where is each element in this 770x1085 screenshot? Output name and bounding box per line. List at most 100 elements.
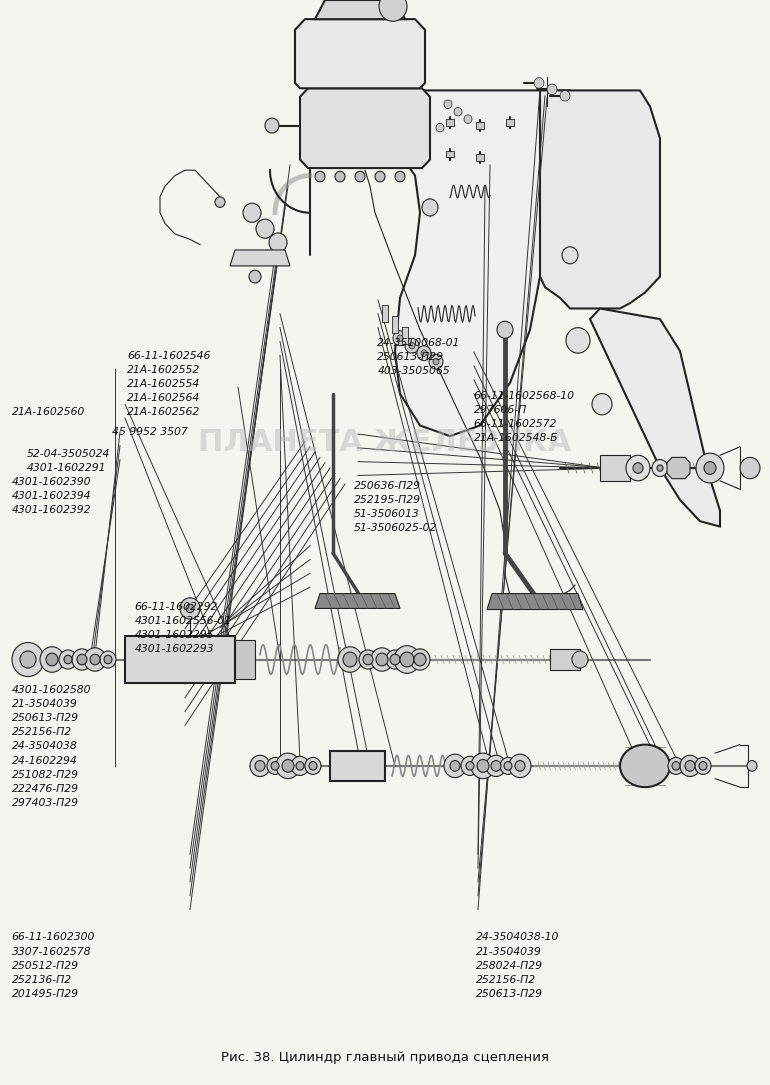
Circle shape (397, 335, 403, 342)
Polygon shape (315, 593, 400, 609)
Circle shape (672, 762, 680, 770)
Circle shape (486, 755, 506, 777)
Polygon shape (345, 90, 570, 436)
Circle shape (269, 233, 287, 252)
Circle shape (180, 598, 200, 620)
Text: 24-3510068-01: 24-3510068-01 (377, 337, 460, 348)
Text: 252195-П29: 252195-П29 (354, 495, 421, 506)
Circle shape (100, 651, 116, 668)
Circle shape (444, 754, 466, 778)
Circle shape (84, 648, 106, 672)
Circle shape (509, 754, 531, 778)
Circle shape (250, 755, 270, 777)
Text: 21А-1602552: 21А-1602552 (127, 365, 200, 375)
Text: 252156-П2: 252156-П2 (476, 974, 536, 985)
Polygon shape (230, 250, 290, 266)
Text: 403-3505065: 403-3505065 (377, 366, 450, 376)
Circle shape (343, 652, 357, 667)
Circle shape (704, 461, 716, 474)
Ellipse shape (620, 744, 670, 787)
Circle shape (375, 171, 385, 182)
Text: 4301-1602293: 4301-1602293 (135, 643, 214, 654)
Circle shape (652, 460, 668, 476)
Circle shape (104, 655, 112, 664)
Circle shape (414, 653, 426, 666)
Circle shape (243, 203, 261, 222)
Text: Рис. 38. Цилиндр главный привода сцепления: Рис. 38. Цилиндр главный привода сцеплен… (221, 1051, 549, 1064)
Circle shape (417, 346, 431, 360)
Text: 201495-П29: 201495-П29 (12, 988, 79, 999)
Circle shape (393, 331, 407, 346)
Text: 250613-П29: 250613-П29 (476, 988, 543, 999)
Text: 21А-1602548-Б: 21А-1602548-Б (474, 433, 558, 444)
Circle shape (371, 648, 393, 672)
Text: 21А-1602562: 21А-1602562 (127, 407, 200, 418)
Circle shape (59, 650, 77, 669)
Circle shape (500, 757, 516, 775)
Circle shape (429, 354, 443, 369)
Circle shape (668, 757, 684, 775)
Text: 3307-1602578: 3307-1602578 (12, 946, 91, 957)
Text: 4301-1602295: 4301-1602295 (135, 629, 214, 640)
Circle shape (394, 646, 420, 674)
Circle shape (40, 647, 64, 673)
Circle shape (410, 649, 430, 671)
Polygon shape (315, 0, 405, 20)
Circle shape (626, 456, 650, 481)
Circle shape (72, 649, 92, 671)
Bar (476, 154, 484, 161)
Text: 4301-1602291: 4301-1602291 (27, 462, 106, 473)
Text: 66-11-1602572: 66-11-1602572 (474, 419, 557, 430)
Circle shape (64, 655, 72, 664)
Text: ПЛАНЕТА ЖЕЛЕЗЯКА: ПЛАНЕТА ЖЕЛЕЗЯКА (199, 429, 571, 457)
Circle shape (359, 650, 377, 669)
Circle shape (534, 78, 544, 88)
Circle shape (12, 642, 44, 677)
Circle shape (562, 246, 578, 264)
Circle shape (409, 343, 415, 349)
Text: 21-3504039: 21-3504039 (12, 699, 77, 710)
Text: 250613-П29: 250613-П29 (12, 713, 79, 724)
Circle shape (504, 762, 512, 770)
Circle shape (572, 651, 588, 668)
Text: 4301-1602394: 4301-1602394 (12, 490, 91, 501)
Circle shape (400, 652, 414, 667)
Text: 21А-1602554: 21А-1602554 (127, 379, 200, 390)
Circle shape (566, 328, 590, 353)
Circle shape (685, 761, 695, 771)
Text: 250636-П29: 250636-П29 (354, 481, 421, 492)
Circle shape (450, 761, 460, 771)
Circle shape (186, 604, 194, 613)
Text: 297606-П: 297606-П (474, 405, 527, 416)
Circle shape (491, 761, 501, 771)
Circle shape (657, 464, 663, 471)
Circle shape (265, 118, 279, 133)
Bar (125, 636, 235, 682)
Text: 51-3506013: 51-3506013 (354, 509, 420, 520)
Circle shape (464, 115, 472, 124)
Text: 24-3504038: 24-3504038 (12, 741, 77, 752)
Circle shape (395, 171, 405, 182)
Circle shape (497, 321, 513, 339)
Text: 66-11-1602546: 66-11-1602546 (127, 350, 210, 361)
Circle shape (547, 84, 557, 94)
Circle shape (296, 762, 304, 770)
Polygon shape (590, 308, 720, 526)
Text: 4301-1602556-01: 4301-1602556-01 (135, 615, 232, 626)
Text: 21А-1602560: 21А-1602560 (12, 407, 85, 418)
Circle shape (309, 762, 317, 770)
Circle shape (515, 761, 525, 771)
Circle shape (276, 753, 300, 779)
Bar (446, 151, 454, 157)
Circle shape (466, 762, 474, 770)
Circle shape (77, 654, 87, 665)
Circle shape (282, 760, 294, 773)
Circle shape (20, 651, 36, 668)
Text: 24-3504038-10: 24-3504038-10 (476, 932, 559, 943)
Text: 24-1602294: 24-1602294 (12, 755, 77, 766)
Polygon shape (295, 20, 425, 88)
Circle shape (291, 756, 309, 776)
Circle shape (338, 647, 362, 673)
Text: 4301-1602390: 4301-1602390 (12, 476, 91, 487)
Text: 4301-1602392: 4301-1602392 (12, 505, 91, 515)
